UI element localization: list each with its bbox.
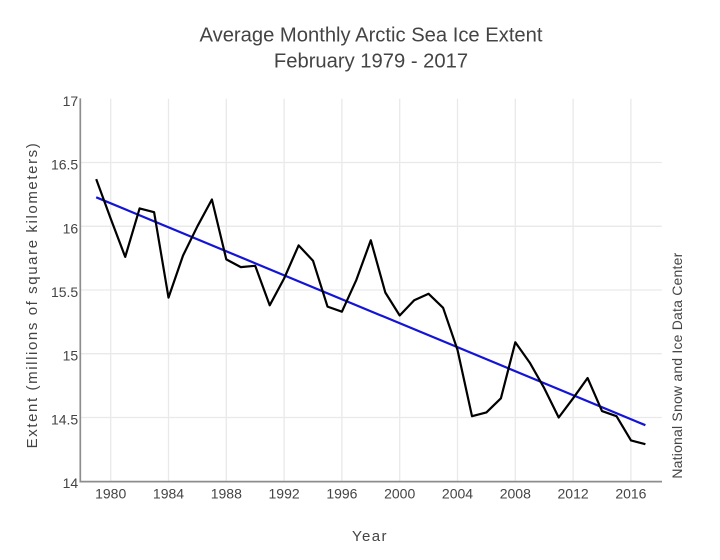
svg-text:Extent (millions of square kil: Extent (millions of square kilometers) [24,142,41,449]
svg-text:16.5: 16.5 [51,157,78,173]
svg-text:1992: 1992 [269,486,300,502]
svg-text:National Snow and Ice Data Cen: National Snow and Ice Data Center [669,252,685,478]
svg-text:2012: 2012 [558,486,589,502]
svg-text:14: 14 [63,475,79,491]
svg-text:16: 16 [63,220,79,236]
svg-text:15: 15 [63,348,79,364]
svg-text:17: 17 [63,93,79,109]
svg-text:Average Monthly Arctic Sea Ice: Average Monthly Arctic Sea Ice Extent [200,24,543,46]
svg-text:14.5: 14.5 [51,412,78,428]
svg-text:1996: 1996 [326,486,357,502]
svg-text:1988: 1988 [211,486,242,502]
svg-text:2004: 2004 [442,486,473,502]
svg-text:2000: 2000 [384,486,415,502]
svg-text:2008: 2008 [500,486,531,502]
svg-text:1984: 1984 [153,486,184,502]
svg-text:1980: 1980 [95,486,126,502]
svg-text:February 1979 - 2017: February 1979 - 2017 [274,51,468,73]
svg-text:Year: Year [352,528,388,545]
svg-text:15.5: 15.5 [51,284,78,300]
svg-text:2016: 2016 [615,486,646,502]
